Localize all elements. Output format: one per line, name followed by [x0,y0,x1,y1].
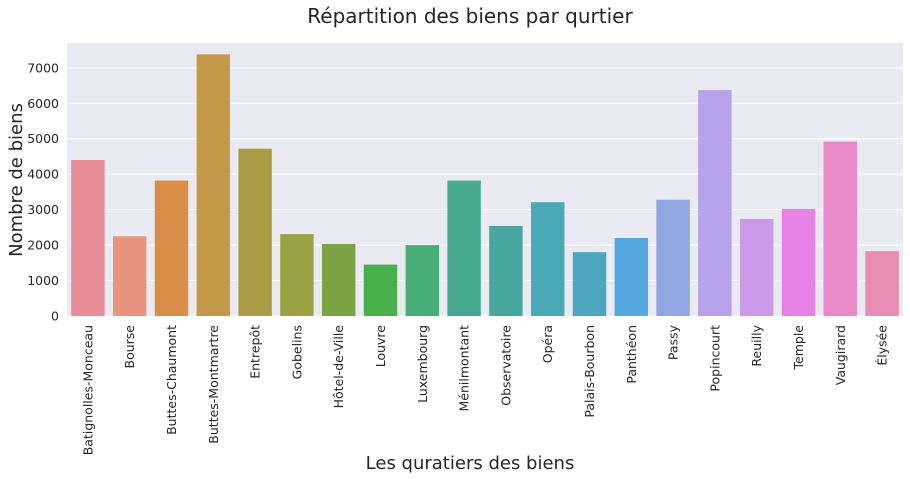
x-tick-label: Opéra [540,325,555,363]
x-tick-label: Temple [791,325,806,371]
x-tick-label: Vaugirard [833,325,848,385]
y-tick-label: 3000 [27,202,59,217]
bar [489,225,523,316]
x-axis-title: Les quratiers des biens [366,453,575,474]
x-tick-label: Batignolles-Monceau [80,325,95,455]
bar [447,180,481,316]
x-tick-label: Reuilly [749,324,764,366]
bar [698,90,732,317]
y-tick-label: 5000 [27,131,59,146]
x-tick-label: Panthéon [624,325,639,384]
y-tick-label: 0 [51,309,59,324]
bar [154,180,189,316]
bar [572,252,607,316]
y-tick-label: 7000 [27,60,59,75]
y-tick-label: 6000 [27,96,59,111]
x-tick-label: Passy [666,324,681,360]
bar [196,54,231,316]
bar [321,244,356,316]
bar [614,238,649,316]
y-axis-title: Nombre de biens [6,103,27,257]
bar [656,199,690,316]
x-tick-labels: Batignolles-Monceau Bourse Buttes-Chaumont… [80,324,889,455]
x-tick-label: Entrepôt [248,325,263,379]
bar [781,208,816,316]
x-tick-label: Popincourt [707,325,722,392]
bar [112,236,147,316]
x-tick-label: Élysée [875,325,890,366]
bar [530,202,565,316]
bar [280,234,314,316]
x-tick-label: Luxembourg [415,325,430,403]
x-tick-label: Observatoire [498,325,513,406]
bar [865,251,899,316]
y-tick-label: 2000 [27,238,59,253]
plot-background [67,43,903,316]
bar [363,264,398,316]
x-tick-label: Buttes-Montmartre [206,325,221,444]
bar [71,160,105,316]
bar [238,148,272,316]
x-tick-label: Buttes-Chaumont [164,325,179,435]
bar [823,141,858,316]
bars [71,54,899,317]
y-tick-label: 4000 [27,167,59,182]
chart-title: Répartition des biens par qurtier [307,4,633,28]
x-tick-label: Louvre [373,325,388,368]
x-tick-label: Hôtel-de-Ville [331,325,346,409]
x-tick-label: Gobelins [289,325,304,379]
x-tick-label: Bourse [122,325,137,369]
y-tick-labels: 0 1000 2000 3000 4000 5000 6000 7000 [27,60,59,323]
y-tick-label: 1000 [27,273,59,288]
bar [739,218,774,316]
x-tick-label: Palais-Bourbon [582,325,597,418]
x-tick-label: Ménilmontant [457,325,472,412]
bar [405,245,440,316]
